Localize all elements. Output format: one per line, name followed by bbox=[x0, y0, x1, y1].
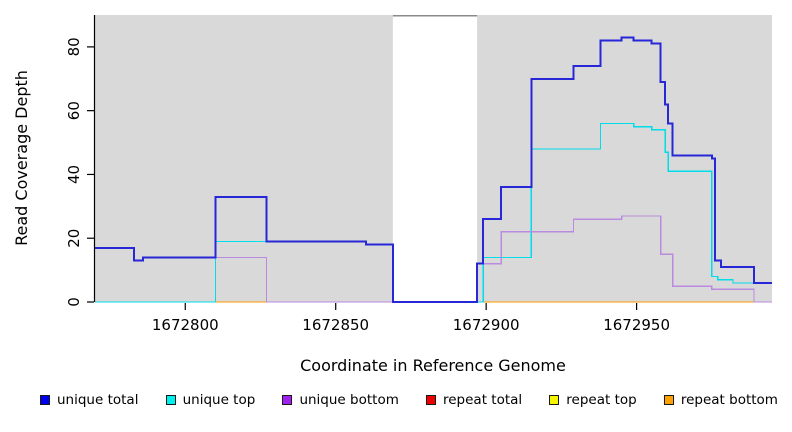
y-tick-label: 40 bbox=[65, 165, 83, 184]
legend-label: unique bottom bbox=[299, 392, 399, 408]
legend-swatch-unique-bottom bbox=[282, 395, 293, 405]
legend-item-repeat-bottom: repeat bottom bbox=[663, 392, 778, 408]
legend-swatch-repeat-bottom bbox=[663, 395, 674, 405]
legend-swatch-repeat-total bbox=[425, 395, 436, 405]
no-data-gap-band bbox=[392, 15, 478, 302]
coverage-chart: 0 20 40 60 80 1672800 1672850 1672900 1672950 Co… bbox=[12, 15, 772, 375]
legend-item-repeat-top: repeat top bbox=[549, 392, 637, 408]
x-axis-title: Coordinate in Reference Genome bbox=[300, 356, 566, 375]
legend-label: repeat bottom bbox=[680, 392, 778, 408]
x-tick-label: 1672950 bbox=[603, 316, 670, 334]
y-tick-label: 0 bbox=[65, 297, 83, 307]
legend-swatch-unique-total bbox=[40, 395, 50, 405]
x-tick-label: 1672900 bbox=[453, 316, 520, 334]
y-tick-label: 80 bbox=[65, 37, 83, 56]
legend-label: repeat top bbox=[566, 392, 637, 408]
plot-background bbox=[95, 15, 772, 302]
legend-item-unique-total: unique total bbox=[40, 392, 138, 408]
legend-item-unique-top: unique top bbox=[165, 392, 256, 408]
axes: 0 20 40 60 80 1672800 1672850 1672900 1672950 bbox=[65, 15, 670, 334]
legend-label: unique total bbox=[57, 392, 139, 408]
legend-swatch-repeat-top bbox=[549, 395, 560, 405]
legend-item-unique-bottom: unique bottom bbox=[282, 392, 399, 408]
legend-label: repeat total bbox=[442, 392, 523, 408]
y-tick-label: 20 bbox=[65, 229, 83, 248]
x-tick-label: 1672800 bbox=[152, 316, 219, 334]
legend: unique total unique top unique bottom repea… bbox=[0, 386, 792, 408]
y-tick-label: 60 bbox=[65, 101, 83, 120]
y-axis-title: Read Coverage Depth bbox=[12, 70, 31, 246]
legend-item-repeat-total: repeat total bbox=[425, 392, 523, 408]
legend-swatch-unique-top bbox=[165, 395, 176, 405]
x-tick-label: 1672850 bbox=[302, 316, 369, 334]
coverage-series-lines bbox=[95, 36, 772, 303]
legend-label: unique top bbox=[182, 392, 256, 408]
series-line-unique-total bbox=[95, 36, 772, 303]
